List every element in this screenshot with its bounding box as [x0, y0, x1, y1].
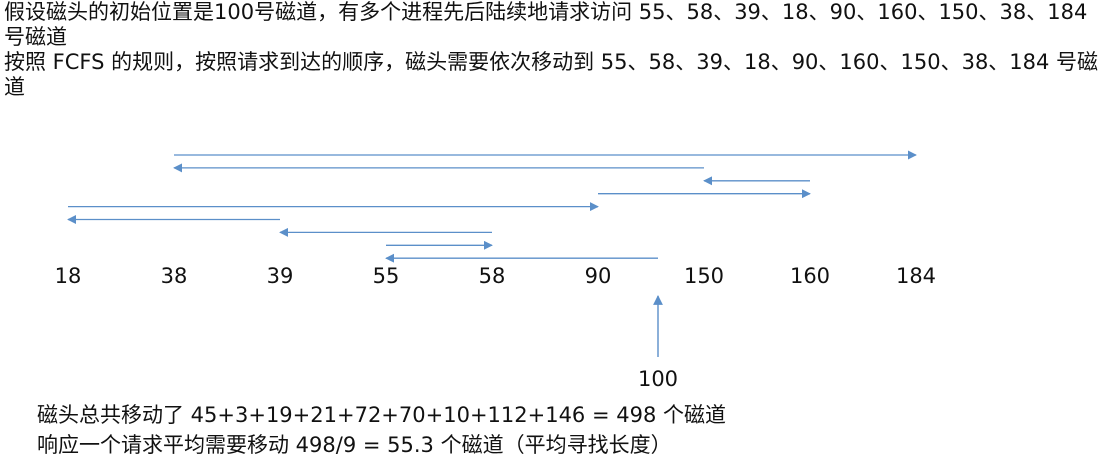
track-label: 90: [585, 264, 612, 288]
track-label: 38: [161, 264, 188, 288]
start-position-label: 100: [638, 367, 678, 391]
track-label: 160: [790, 264, 830, 288]
initial-head-position: 100: [638, 295, 678, 391]
track-label: 58: [479, 264, 506, 288]
track-label: 184: [896, 264, 936, 288]
track-label: 39: [267, 264, 294, 288]
fcfs-explanation: 按照 FCFS 的规则，按照请求到达的顺序，磁头需要依次移动到 55、58、39…: [4, 50, 1099, 99]
problem-statement: 假设磁头的初始位置是100号磁道，有多个进程先后陆续地请求访问 55、58、39…: [4, 0, 1088, 49]
problem-description: 假设磁头的初始位置是100号磁道，有多个进程先后陆续地请求访问 55、58、39…: [4, 0, 1109, 100]
track-label: 55: [373, 264, 400, 288]
track-label: 18: [55, 264, 82, 288]
summary: 磁头总共移动了 45+3+19+21+72+70+10+112+146 = 49…: [37, 400, 726, 460]
track-label: 150: [684, 264, 724, 288]
head-movement-arrows: [67, 150, 917, 263]
track-axis-labels: 18 38 39 55 58 90 150 160 184: [55, 264, 936, 288]
total-movement-text: 磁头总共移动了 45+3+19+21+72+70+10+112+146 = 49…: [37, 403, 727, 427]
average-seek-text: 响应一个请求平均需要移动 498/9 = 55.3 个磁道（平均寻找长度）: [37, 433, 672, 457]
